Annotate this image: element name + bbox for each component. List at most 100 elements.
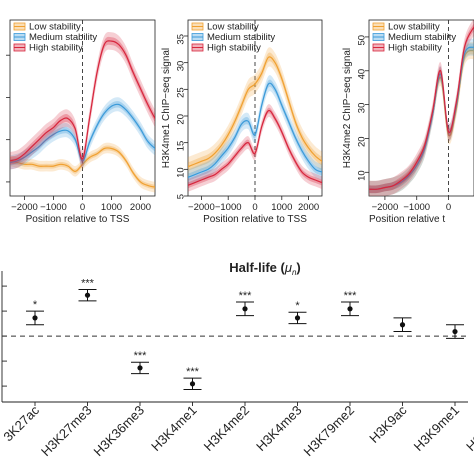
category-label: H3K4me3 xyxy=(253,403,304,454)
y-tick-label: 50 xyxy=(357,35,368,46)
x-tick-label: −2000 xyxy=(188,202,215,213)
panel-bottom: Half-life (μn) * 3K27ac *** H3K27me3 *** H3K36… xyxy=(0,260,474,459)
y-tick-label: 25 xyxy=(176,87,187,98)
category-label: H3K36me3 xyxy=(91,403,148,460)
series-line xyxy=(188,109,322,186)
x-tick-label: 0 xyxy=(80,202,85,213)
point-estimate xyxy=(347,306,353,312)
series-line xyxy=(369,26,474,190)
x-axis-label: Position relative t xyxy=(369,214,445,225)
x-tick-label: −1000 xyxy=(403,202,430,213)
legend-label: Medium stability xyxy=(207,32,275,43)
series-line xyxy=(188,82,322,178)
legend-label: Low stability xyxy=(388,22,440,33)
legend-label: Medium stability xyxy=(29,32,97,43)
significance-label: *** xyxy=(239,290,253,302)
chart-title-text: Half-life ( xyxy=(229,260,285,275)
series-band-outer xyxy=(10,32,155,170)
significance-label: *** xyxy=(186,366,200,378)
significance-label: *** xyxy=(344,290,358,302)
significance-label: * xyxy=(33,299,38,311)
plot-area xyxy=(369,20,474,196)
series-line xyxy=(10,103,155,164)
x-tick-label: −1000 xyxy=(215,202,242,213)
x-tick-label: 0 xyxy=(252,202,257,213)
legend-label: High stability xyxy=(29,43,83,54)
legend-label: High stability xyxy=(388,43,442,54)
point-estimate xyxy=(242,306,248,312)
point-estimate xyxy=(294,315,301,321)
y-tick-label: 30 xyxy=(357,103,368,114)
x-tick-label: 1000 xyxy=(271,202,292,213)
x-tick-label: −2000 xyxy=(11,202,38,213)
category-label: H3K27me3 xyxy=(38,403,95,460)
series-line xyxy=(10,40,155,162)
series-band-inner xyxy=(369,43,474,194)
x-tick-label: 0 xyxy=(446,202,451,213)
series-band-inner xyxy=(188,107,322,189)
series-band-inner xyxy=(369,46,474,194)
point-estimate xyxy=(189,381,196,387)
series-band-inner xyxy=(188,52,322,172)
point-estimate xyxy=(452,328,458,335)
series-line xyxy=(188,56,322,168)
point-estimate xyxy=(84,292,91,298)
category-label: H3K79me2 xyxy=(301,403,358,460)
series-band-outer xyxy=(188,47,322,177)
series-line xyxy=(369,46,474,190)
legend-label: Low stability xyxy=(29,22,81,33)
series-band-outer xyxy=(10,142,155,193)
series-band-outer xyxy=(369,20,474,196)
point-estimate xyxy=(399,322,406,328)
series-line xyxy=(369,49,474,190)
point-estimate xyxy=(32,315,38,321)
y-tick-label: 30 xyxy=(176,61,187,72)
y-tick-label: 40 xyxy=(357,69,368,80)
category-label: H3K9me1 xyxy=(411,403,462,454)
chart-title-subscript: n xyxy=(292,268,297,277)
y-tick-label: 35 xyxy=(176,34,187,45)
legend-label: Low stability xyxy=(207,22,259,33)
significance-label: *** xyxy=(134,350,148,362)
category-label: H3K4me2 xyxy=(201,403,252,454)
chart-title: Half-life (μn) xyxy=(229,260,301,277)
chart-title-end: ) xyxy=(296,260,300,275)
y-tick-label: 10 xyxy=(176,167,187,178)
legend-label: Medium stability xyxy=(388,32,456,43)
series-line xyxy=(10,147,155,188)
significance-label: * xyxy=(295,300,300,312)
series-band-inner xyxy=(10,145,155,190)
plot-area xyxy=(188,47,322,192)
x-axis-label: Position relative to TSS xyxy=(26,214,130,225)
y-tick-label: 20 xyxy=(357,136,368,147)
series-band-inner xyxy=(10,101,155,166)
y-tick-label: 5 xyxy=(176,194,187,199)
legend-label: High stability xyxy=(207,43,261,54)
y-tick-label: 10 xyxy=(357,170,368,181)
x-tick-label: −2000 xyxy=(372,202,399,213)
point-estimate xyxy=(137,365,143,371)
x-axis-label: Position relative to TSS xyxy=(203,214,307,225)
category-label: H3K4me1 xyxy=(148,403,199,454)
category-label: H3K9ac xyxy=(366,402,410,446)
y-tick-label: 15 xyxy=(176,141,187,152)
category-label: H3K9me3 xyxy=(463,403,474,454)
series-band-outer xyxy=(188,75,322,186)
plot-frame xyxy=(368,19,474,197)
x-tick-label: 2000 xyxy=(130,202,151,213)
category-label: 3K27ac xyxy=(0,402,42,444)
series-band-outer xyxy=(369,38,474,196)
series-band-outer xyxy=(10,97,155,170)
y-axis-label: H3K4me2 ChIP−seq signal xyxy=(342,48,353,168)
series-band-outer xyxy=(369,42,474,196)
x-tick-label: 2000 xyxy=(298,202,319,213)
x-tick-label: 1000 xyxy=(101,202,122,213)
y-tick-label: 20 xyxy=(176,114,187,125)
plot-area xyxy=(10,32,155,193)
y-axis-label: H3K4me1 ChIP−seq signal xyxy=(161,48,172,168)
significance-label: *** xyxy=(81,278,95,290)
